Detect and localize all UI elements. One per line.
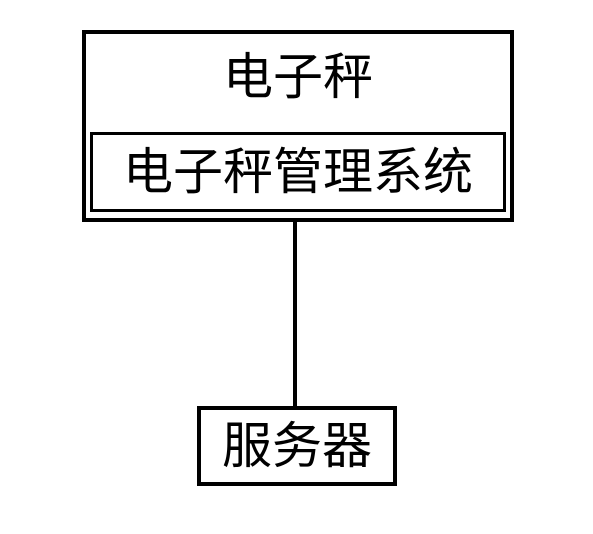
node-management-system: 电子秤管理系统	[90, 132, 506, 212]
node-electronic-scale-label: 电子秤	[86, 50, 510, 105]
edge-outer-to-server	[293, 222, 297, 406]
diagram-canvas: 电子秤 电子秤管理系统 服务器	[0, 0, 593, 534]
node-server-label: 服务器	[222, 419, 372, 474]
node-server: 服务器	[197, 406, 397, 486]
node-management-system-label: 电子秤管理系统	[123, 145, 473, 200]
